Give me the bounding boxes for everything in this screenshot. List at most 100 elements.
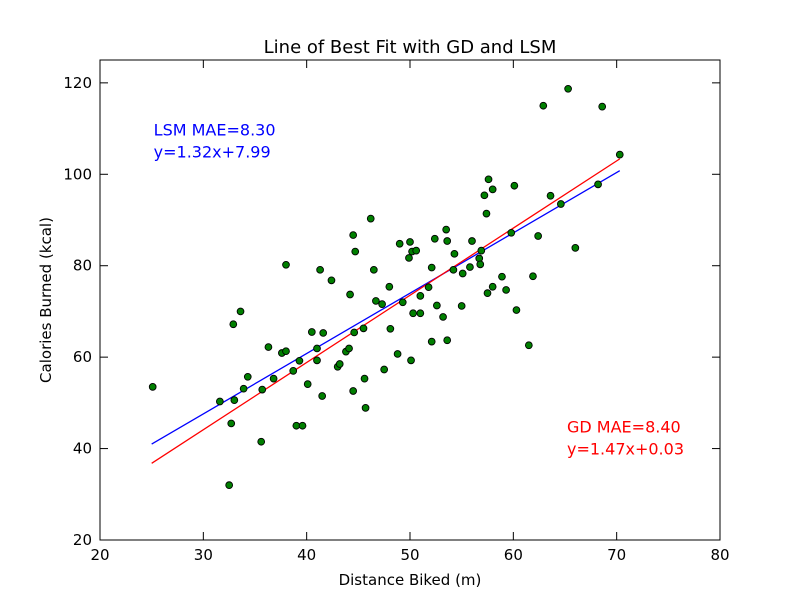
data-point	[289, 367, 298, 375]
data-point	[216, 397, 224, 406]
data-point	[407, 356, 415, 365]
data-point	[510, 181, 519, 190]
data-point	[416, 292, 425, 300]
data-point	[539, 101, 548, 110]
data-point	[598, 102, 607, 111]
data-point	[482, 209, 491, 218]
data-point	[366, 214, 375, 223]
y-tick-label: 80	[73, 257, 92, 275]
data-point	[282, 260, 290, 269]
data-point	[351, 247, 360, 256]
y-tick-label: 20	[73, 531, 92, 549]
data-point	[385, 282, 394, 291]
data-point	[457, 302, 466, 310]
data-point	[369, 265, 378, 274]
data-point	[398, 298, 407, 307]
data-point	[350, 328, 359, 337]
data-point	[529, 272, 537, 281]
annotation-text: GD MAE=8.40	[567, 418, 681, 437]
data-point	[316, 265, 324, 274]
annotation-text: y=1.47x+0.03	[567, 440, 684, 459]
data-point	[416, 309, 425, 318]
data-point	[594, 180, 602, 189]
x-tick-label: 70	[607, 546, 626, 564]
data-point	[433, 301, 441, 310]
data-point	[502, 286, 510, 294]
data-point	[477, 246, 486, 255]
data-point	[484, 175, 493, 184]
data-point	[442, 225, 451, 234]
data-point	[393, 350, 402, 358]
data-point	[225, 481, 234, 489]
data-point	[406, 238, 414, 246]
data-point	[313, 356, 321, 365]
data-point	[282, 347, 290, 356]
x-tick-label: 80	[710, 546, 729, 564]
data-point	[512, 306, 521, 314]
data-point	[571, 244, 580, 252]
data-point	[319, 329, 328, 337]
data-point	[498, 272, 506, 281]
data-point	[524, 341, 533, 350]
data-point	[427, 337, 436, 346]
y-axis-label: Calories Burned (kcal)	[37, 217, 55, 383]
data-point	[359, 324, 368, 333]
x-tick-label: 40	[297, 546, 316, 564]
data-point	[443, 237, 452, 245]
x-axis-label: Distance Biked (m)	[339, 571, 482, 589]
x-tick-label: 20	[90, 546, 109, 564]
data-point	[239, 384, 248, 393]
annotation-text: LSM MAE=8.30	[154, 120, 276, 139]
data-point	[439, 313, 447, 321]
data-point	[564, 84, 572, 93]
data-point	[488, 185, 497, 194]
data-point	[313, 344, 321, 353]
data-point	[412, 246, 421, 255]
data-point	[458, 269, 467, 278]
data-point	[349, 387, 358, 395]
data-point	[409, 309, 417, 318]
data-point	[534, 232, 542, 240]
data-point	[386, 324, 395, 333]
data-point	[243, 372, 252, 381]
y-tick-label: 60	[73, 348, 92, 366]
data-point	[229, 320, 238, 329]
data-point	[257, 437, 266, 446]
data-point	[269, 374, 278, 383]
y-tick-label: 100	[63, 165, 92, 183]
annotation-text: y=1.32x+7.99	[154, 142, 271, 161]
data-point	[346, 290, 354, 299]
y-tick-label: 40	[73, 440, 92, 458]
data-point	[318, 392, 327, 400]
chart-title: Line of Best Fit with GD and LSM	[264, 37, 557, 58]
data-point	[335, 360, 344, 368]
data-point	[405, 254, 413, 262]
data-point	[483, 289, 492, 297]
data-point	[468, 237, 476, 245]
data-point	[230, 396, 239, 404]
data-point	[258, 385, 267, 394]
data-point	[488, 282, 497, 291]
data-point	[466, 263, 474, 271]
data-point	[615, 150, 624, 159]
data-point	[236, 307, 245, 316]
y-tick-label: 120	[63, 74, 92, 92]
lsm-fit-line	[151, 170, 621, 445]
data-point	[227, 419, 236, 428]
data-point	[264, 343, 273, 351]
data-point	[430, 234, 439, 243]
data-point	[349, 231, 358, 239]
data-point	[450, 249, 459, 258]
data-point	[360, 374, 369, 383]
data-point	[395, 239, 404, 248]
data-point	[307, 328, 316, 336]
data-point	[427, 263, 436, 272]
data-point	[480, 191, 489, 200]
data-point	[295, 356, 304, 365]
data-point	[424, 283, 433, 292]
data-point	[372, 297, 380, 305]
data-point	[303, 380, 312, 388]
data-point	[449, 265, 458, 274]
data-point	[557, 200, 565, 208]
